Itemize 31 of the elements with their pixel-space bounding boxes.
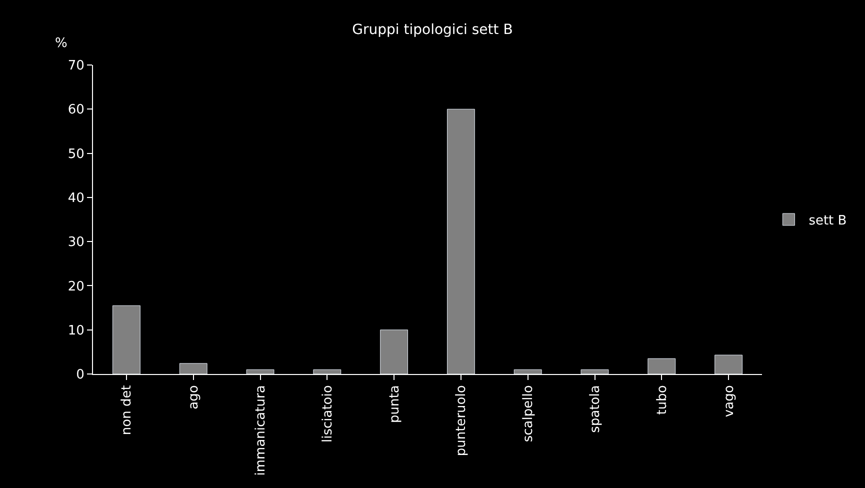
chart-title: Gruppi tipologici sett B [352,22,513,38]
y-tick-label: 30 [68,235,84,250]
x-tick-label: spatola [588,385,603,433]
x-tick-label: punta [387,385,402,423]
bar [179,363,208,374]
x-tick-label: punteruolo [454,385,470,456]
y-tick-label: 70 [68,58,84,74]
x-tick-label: tubo [654,385,670,415]
y-tick-label: 20 [68,279,84,294]
bar [714,354,743,374]
y-tick-label: 60 [68,102,84,118]
y-tick-label: 50 [68,146,84,162]
bar [514,369,542,374]
y-tick-label: 40 [68,190,84,206]
x-tick-label: lisciatoio [320,385,336,443]
bar [446,108,475,374]
x-tick-label: vago [722,385,737,418]
x-tick-label: scalpello [521,385,536,442]
bar [380,330,408,374]
y-tick-label: 10 [68,323,84,338]
x-tick-label: immanicatura [253,385,268,476]
bar [648,358,676,374]
y-tick-label: 0 [76,368,84,383]
bar [246,369,274,374]
bar [112,305,140,374]
x-tick-label: ago [186,385,202,410]
x-tick-label: non det [120,385,135,436]
legend-label: sett B [808,214,847,229]
bar [313,369,342,374]
y-axis-title: % [55,36,68,51]
bar [580,369,609,374]
